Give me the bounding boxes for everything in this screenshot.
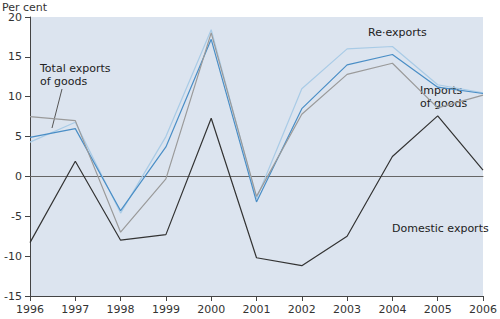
svg-text:1997: 1997 [61, 303, 89, 316]
svg-text:2000: 2000 [197, 303, 225, 316]
svg-text:20: 20 [8, 11, 22, 24]
svg-text:of goods: of goods [40, 75, 88, 88]
svg-text:Per cent: Per cent [2, 1, 48, 14]
svg-text:Re·exports: Re·exports [368, 26, 427, 39]
svg-text:of goods: of goods [420, 97, 468, 110]
svg-text:1999: 1999 [152, 303, 180, 316]
svg-text:2001: 2001 [243, 303, 271, 316]
svg-text:2006: 2006 [469, 303, 497, 316]
svg-text:1996: 1996 [16, 303, 44, 316]
svg-text:Total exports: Total exports [39, 62, 114, 75]
svg-text:Domestic exports: Domestic exports [392, 222, 489, 235]
svg-text:10: 10 [8, 90, 22, 103]
svg-text:-15: -15 [4, 290, 22, 303]
svg-text:-10: -10 [4, 250, 22, 263]
svg-text:2005: 2005 [424, 303, 452, 316]
svg-text:Imports: Imports [420, 84, 466, 97]
svg-text:15: 15 [8, 50, 22, 63]
svg-text:1998: 1998 [107, 303, 135, 316]
svg-text:2002: 2002 [288, 303, 316, 316]
svg-text:0: 0 [15, 170, 22, 183]
svg-text:-5: -5 [11, 210, 22, 223]
svg-text:2004: 2004 [378, 303, 406, 316]
svg-text:5: 5 [15, 130, 22, 143]
svg-text:2003: 2003 [333, 303, 361, 316]
